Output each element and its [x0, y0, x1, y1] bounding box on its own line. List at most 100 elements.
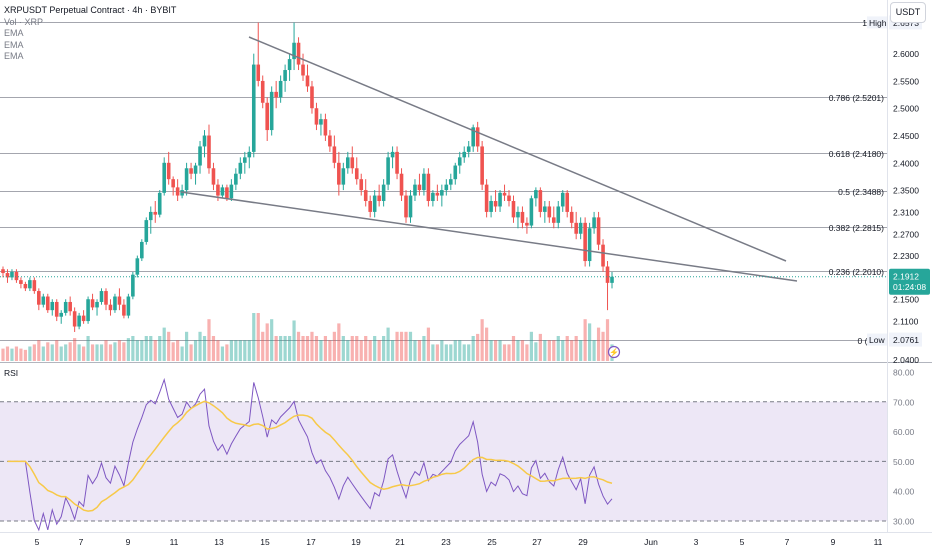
- volume-bar: [32, 344, 36, 361]
- symbol-title[interactable]: XRPUSDT Perpetual Contract · 4h · BYBIT: [4, 5, 177, 15]
- candle-body: [32, 280, 37, 292]
- volume-bar: [588, 323, 592, 361]
- candle-body: [99, 291, 104, 302]
- time-tick-label: 13: [214, 537, 224, 547]
- volume-bar: [547, 340, 551, 361]
- candle-body: [72, 311, 77, 327]
- time-tick-label: 27: [532, 537, 542, 547]
- candle-body: [399, 173, 404, 196]
- fib-level-label: 0.382 (2.2815): [829, 223, 884, 233]
- volume-bar: [176, 340, 180, 361]
- time-tick-label: 25: [487, 537, 497, 547]
- candle-body: [162, 162, 167, 193]
- candle-body: [59, 312, 64, 317]
- candle-body: [5, 273, 10, 278]
- candle-body: [220, 187, 225, 196]
- chart-legend: XRPUSDT Perpetual Contract · 4h · BYBIT …: [4, 5, 176, 63]
- candle-body: [507, 195, 511, 202]
- ema-indicator-label[interactable]: EMA: [4, 28, 24, 38]
- volume-bar: [395, 331, 399, 361]
- volume-bar: [319, 340, 323, 361]
- volume-bar: [126, 338, 130, 361]
- volume-bar: [180, 346, 184, 361]
- time-tick-label: Jun: [644, 537, 658, 547]
- candle-body: [395, 151, 399, 174]
- rsi-ma-line: [7, 400, 613, 512]
- volume-bar: [350, 336, 354, 361]
- time-tick-label: 29: [578, 537, 588, 547]
- volume-bar: [220, 346, 225, 361]
- low-label: Low: [869, 335, 885, 345]
- candle-body: [45, 296, 50, 311]
- volume-bar: [565, 336, 569, 361]
- candle-body: [122, 304, 126, 316]
- time-tick-label: 7: [79, 537, 84, 547]
- candle-body: [529, 198, 534, 226]
- candle-body: [175, 187, 180, 196]
- volume-bar: [314, 336, 319, 361]
- candle-body: [68, 301, 72, 312]
- volume-bar: [99, 344, 104, 361]
- upper-trendline: [248, 36, 787, 262]
- candle-body: [301, 64, 305, 76]
- price-tick-label: 2.3100: [893, 207, 919, 217]
- candle-body: [605, 266, 610, 283]
- time-tick-label: 3: [694, 537, 699, 547]
- volume-bar: [386, 327, 390, 361]
- currency-selector[interactable]: USDT: [890, 2, 926, 23]
- candle-body: [377, 195, 381, 202]
- ema-indicator-label[interactable]: EMA: [4, 51, 24, 61]
- candle-body: [574, 222, 578, 234]
- time-tick-label: 5: [740, 537, 745, 547]
- volume-bar: [122, 342, 126, 361]
- candle-body: [54, 301, 59, 317]
- volume-bar: [243, 340, 247, 361]
- volume-bar: [296, 331, 301, 361]
- ema-indicator-label[interactable]: EMA: [4, 39, 24, 50]
- candle-body: [171, 179, 175, 188]
- candle-body: [113, 296, 117, 311]
- volume-bar: [440, 340, 444, 361]
- candle-body: [601, 244, 605, 267]
- candle-body: [489, 201, 493, 212]
- fib-level-label: 0.786 (2.5201): [829, 93, 884, 103]
- volume-indicator-label[interactable]: Vol · XRP: [4, 16, 44, 27]
- volume-bar: [529, 331, 533, 361]
- candle-body: [319, 119, 323, 125]
- candle-body: [166, 162, 171, 180]
- flash-icon: ⚡: [609, 347, 619, 357]
- volume-bar: [265, 323, 269, 361]
- volume-bar: [471, 336, 475, 361]
- candle-body: [269, 91, 274, 131]
- volume-bar: [453, 340, 457, 361]
- volume-bar: [579, 340, 583, 361]
- candle-body: [314, 108, 319, 125]
- candle-body: [408, 195, 413, 218]
- candle-body: [363, 190, 368, 202]
- volume-bar: [252, 313, 256, 361]
- volume-bar: [449, 344, 453, 361]
- candle-body: [332, 146, 337, 163]
- candle-body: [95, 301, 99, 308]
- rsi-tick-label: 80.00: [893, 367, 915, 377]
- volume-bar: [23, 349, 27, 361]
- candle-body: [341, 168, 346, 185]
- volume-bar: [144, 336, 148, 361]
- candle-body: [140, 241, 144, 259]
- volume-bar: [50, 344, 54, 361]
- candle-body: [278, 80, 283, 98]
- flash-icon: [607, 345, 621, 359]
- candle-body: [475, 127, 480, 147]
- candle-body: [435, 192, 440, 196]
- candle-body: [368, 201, 372, 212]
- candle-body: [448, 179, 453, 185]
- candle-body: [225, 187, 229, 199]
- volume-bar: [399, 331, 404, 361]
- candle-body: [516, 211, 520, 218]
- time-tick-label: 5: [35, 537, 40, 547]
- candle-body: [525, 222, 529, 226]
- candle-body: [1, 269, 5, 274]
- fib-level-label: 0.236 (2.2010): [829, 267, 884, 277]
